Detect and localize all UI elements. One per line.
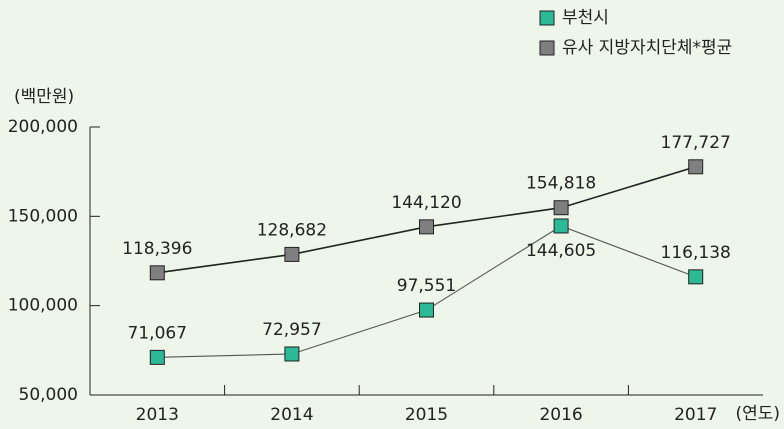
data-label: 177,727 xyxy=(661,133,731,153)
data-point xyxy=(149,265,165,281)
data-label: 97,551 xyxy=(397,276,456,296)
legend-swatch xyxy=(539,10,555,26)
y-tick-label: 100,000 xyxy=(8,296,78,316)
legend-label: 부천시 xyxy=(562,8,609,28)
data-label: 128,682 xyxy=(257,220,327,240)
data-point xyxy=(553,200,569,216)
data-point xyxy=(688,159,704,175)
y-tick-label: 150,000 xyxy=(8,206,78,226)
x-axis-label: (연도) xyxy=(735,404,780,424)
data-point xyxy=(419,302,434,318)
x-tick-label: 2016 xyxy=(539,405,582,425)
data-point xyxy=(149,349,165,365)
x-tick-label: 2014 xyxy=(270,405,313,425)
data-label: 118,396 xyxy=(122,239,192,259)
data-label: 71,067 xyxy=(128,323,187,343)
data-point xyxy=(419,219,434,235)
x-tick-label: 2017 xyxy=(674,405,717,425)
data-point xyxy=(688,269,704,285)
y-axis-label: (백만원) xyxy=(14,87,74,107)
data-label: 116,138 xyxy=(661,243,731,263)
legend-swatch xyxy=(539,40,555,56)
data-label: 144,605 xyxy=(526,241,596,261)
data-point xyxy=(284,246,300,262)
data-label: 154,818 xyxy=(526,174,596,194)
data-point xyxy=(284,346,300,362)
data-label: 72,957 xyxy=(262,320,321,340)
legend-label: 유사 지방자치단체*평균 xyxy=(562,38,732,58)
y-tick-label: 200,000 xyxy=(8,117,78,137)
x-tick-label: 2013 xyxy=(136,405,179,425)
data-point xyxy=(553,218,569,234)
x-tick-label: 2015 xyxy=(405,405,448,425)
data-label: 144,120 xyxy=(391,193,461,213)
y-tick-label: 50,000 xyxy=(19,385,78,405)
